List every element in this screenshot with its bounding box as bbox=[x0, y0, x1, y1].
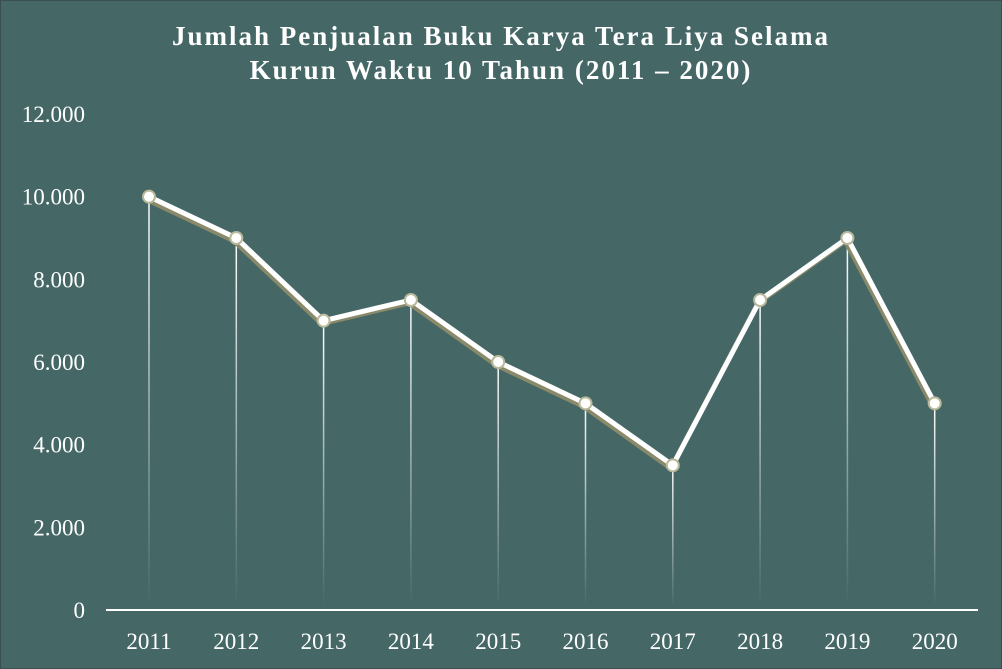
drop-lines bbox=[148, 196, 936, 606]
x-tick-label: 2015 bbox=[475, 629, 521, 654]
drop-line bbox=[497, 362, 499, 606]
data-point bbox=[229, 231, 244, 245]
y-tick-label: 2.000 bbox=[33, 515, 85, 540]
x-axis-ticks: 2011 2012 2013 2014 2015 2016 2017 2018 2019 2020 bbox=[126, 629, 957, 654]
x-tick-label: 2019 bbox=[824, 629, 870, 654]
y-tick-label: 10.000 bbox=[22, 185, 85, 210]
drop-line bbox=[148, 196, 150, 606]
data-points bbox=[142, 189, 942, 473]
y-tick-label: 0 bbox=[74, 598, 86, 623]
drop-line bbox=[235, 238, 238, 606]
data-point bbox=[403, 293, 418, 307]
drop-line bbox=[759, 300, 761, 606]
drop-line bbox=[672, 465, 674, 606]
drop-line bbox=[846, 238, 849, 606]
data-point bbox=[665, 458, 680, 473]
y-tick-label: 6.000 bbox=[33, 350, 85, 375]
data-point bbox=[753, 293, 768, 307]
series-line-shadow bbox=[144, 197, 936, 471]
y-tick-label: 4.000 bbox=[33, 433, 85, 458]
drop-line bbox=[410, 300, 412, 606]
x-tick-label: 2016 bbox=[563, 629, 609, 654]
drop-line bbox=[322, 320, 325, 606]
x-tick-label: 2013 bbox=[301, 629, 347, 654]
data-point bbox=[927, 396, 942, 411]
y-tick-label: 12.000 bbox=[22, 102, 85, 127]
x-tick-label: 2014 bbox=[388, 629, 435, 654]
drop-line bbox=[584, 403, 587, 606]
y-tick-label: 8.000 bbox=[33, 267, 85, 292]
data-point bbox=[491, 355, 506, 369]
series-line bbox=[146, 194, 938, 468]
chart-title-line-2: Kurun Waktu 10 Tahun (2011 – 2020) bbox=[249, 55, 753, 85]
x-tick-label: 2020 bbox=[912, 629, 958, 654]
drop-line bbox=[933, 403, 936, 606]
sales-series bbox=[144, 194, 938, 471]
x-tick-label: 2011 bbox=[126, 629, 171, 654]
x-tick-label: 2017 bbox=[650, 629, 696, 654]
data-point bbox=[316, 313, 331, 328]
data-point bbox=[578, 396, 593, 411]
chart-title: Jumlah Penjualan Buku Karya Tera Liya Se… bbox=[1, 19, 1001, 87]
x-tick-label: 2018 bbox=[737, 629, 783, 654]
chart-title-line-1: Jumlah Penjualan Buku Karya Tera Liya Se… bbox=[171, 21, 831, 51]
data-point bbox=[142, 189, 156, 204]
x-tick-label: 2012 bbox=[213, 629, 259, 654]
data-point bbox=[840, 231, 855, 245]
y-axis-ticks: 0 2.000 4.000 6.000 8.000 10.000 12.000 bbox=[22, 102, 85, 623]
